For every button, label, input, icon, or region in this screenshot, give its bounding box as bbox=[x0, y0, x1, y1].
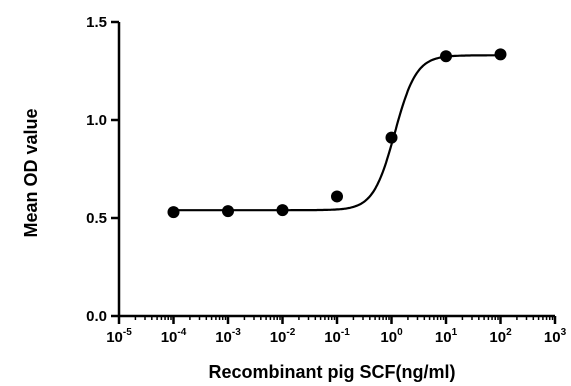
x-tick-label: 10-3 bbox=[215, 327, 241, 346]
x-tick-label: 10-5 bbox=[106, 327, 132, 346]
y-tick-label: 0.5 bbox=[86, 210, 107, 227]
y-tick-label: 1.5 bbox=[86, 14, 107, 31]
x-tick-label: 103 bbox=[544, 327, 567, 346]
data-points bbox=[167, 48, 507, 219]
x-tick-label: 102 bbox=[489, 327, 512, 346]
x-tick-label: 10-2 bbox=[270, 327, 296, 346]
y-tick-label: 1.0 bbox=[86, 112, 107, 129]
data-point bbox=[276, 204, 289, 217]
data-point bbox=[167, 206, 180, 219]
data-point bbox=[222, 205, 234, 218]
data-point bbox=[494, 48, 507, 61]
data-point bbox=[331, 190, 343, 203]
fit-curve bbox=[173, 54, 501, 212]
data-point bbox=[385, 131, 398, 144]
x-tick-label: 100 bbox=[380, 327, 403, 346]
y-tick-label: 0.0 bbox=[86, 308, 107, 325]
x-axis-title: Recombinant pig SCF(ng/ml) bbox=[209, 362, 456, 382]
x-tick-label: 10-4 bbox=[161, 327, 187, 346]
axes bbox=[111, 20, 557, 324]
x-tick-label: 10-1 bbox=[324, 327, 350, 346]
tick-labels: 0.0 0.5 1.0 1.5 10-5 10-4 10-3 10-2 10-1 100 101 10… bbox=[86, 14, 566, 346]
fit-curve-group bbox=[173, 54, 501, 212]
y-axis-title: Mean OD value bbox=[21, 108, 41, 237]
x-tick-label: 101 bbox=[435, 327, 458, 346]
data-point bbox=[440, 50, 452, 63]
